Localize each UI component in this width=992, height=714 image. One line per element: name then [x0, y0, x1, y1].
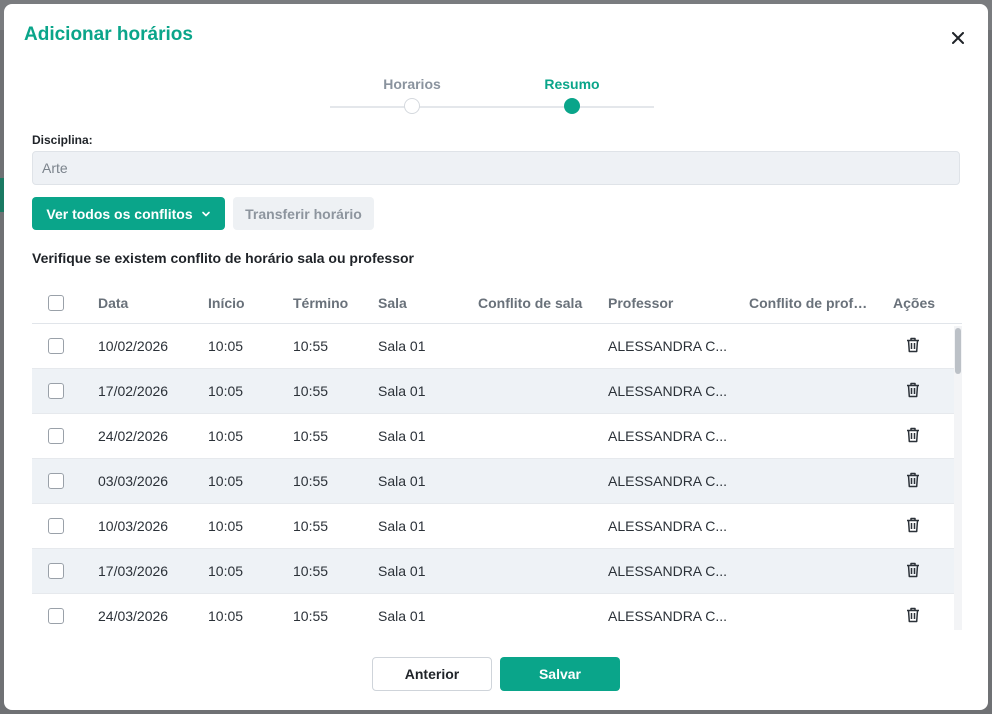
column-header-actions: Ações [893, 295, 936, 311]
column-header-date[interactable]: Data [98, 295, 129, 311]
cell-room: Sala 01 [378, 338, 426, 354]
cell-start: 10:05 [208, 563, 244, 579]
column-header-teacher[interactable]: Professor [608, 295, 674, 311]
cell-teacher: ALESSANDRA C... [608, 428, 728, 444]
stepper: Horarios Resumo [330, 76, 654, 116]
table-row: 24/02/2026 10:05 10:55 Sala 01 ALESSANDR… [32, 414, 956, 459]
discipline-label: Disciplina: [32, 133, 93, 147]
save-label: Salvar [538, 666, 582, 682]
cell-room: Sala 01 [378, 428, 426, 444]
cell-end: 10:55 [293, 563, 329, 579]
cell-date: 10/02/2026 [98, 338, 169, 354]
cell-end: 10:55 [293, 473, 329, 489]
select-all-checkbox[interactable] [48, 295, 64, 311]
table-body: 10/02/2026 10:05 10:55 Sala 01 ALESSANDR… [32, 324, 956, 630]
add-schedules-modal: Adicionar horários Horarios Resumo Disci… [4, 4, 988, 710]
previous-label: Anterior [404, 666, 460, 682]
row-checkbox[interactable] [48, 563, 64, 579]
cell-room: Sala 01 [378, 608, 426, 624]
cell-room: Sala 01 [378, 563, 426, 579]
conflict-check-heading: Verifique se existem conflito de horário… [32, 250, 414, 266]
table-row: 17/02/2026 10:05 10:55 Sala 01 ALESSANDR… [32, 369, 956, 414]
trash-icon[interactable] [906, 382, 920, 398]
cell-end: 10:55 [293, 428, 329, 444]
column-header-end[interactable]: Término [293, 295, 349, 311]
trash-icon[interactable] [906, 337, 920, 353]
discipline-field: Arte [32, 151, 960, 185]
cell-date: 24/03/2026 [98, 608, 169, 624]
cell-teacher: ALESSANDRA C... [608, 338, 728, 354]
transfer-schedule-button[interactable]: Transferir horário [233, 197, 374, 230]
cell-teacher: ALESSANDRA C... [608, 518, 728, 534]
table-row: 03/03/2026 10:05 10:55 Sala 01 ALESSANDR… [32, 459, 956, 504]
cell-room: Sala 01 [378, 473, 426, 489]
trash-icon[interactable] [906, 607, 920, 623]
step-label: Horarios [383, 76, 441, 92]
trash-icon[interactable] [906, 472, 920, 488]
step-indicator [564, 98, 580, 114]
cell-teacher: ALESSANDRA C... [608, 473, 728, 489]
column-header-teacher-conflict[interactable]: Conflito de prof… [749, 295, 868, 311]
trash-icon[interactable] [906, 517, 920, 533]
table-scrollbar[interactable] [954, 326, 962, 630]
column-header-room-conflict[interactable]: Conflito de sala [478, 295, 583, 311]
cell-end: 10:55 [293, 383, 329, 399]
cell-date: 17/02/2026 [98, 383, 169, 399]
modal-title: Adicionar horários [24, 24, 193, 45]
column-header-start[interactable]: Início [208, 295, 245, 311]
row-checkbox[interactable] [48, 338, 64, 354]
close-icon [952, 32, 964, 44]
table-scrollbar-thumb[interactable] [955, 328, 961, 374]
cell-start: 10:05 [208, 428, 244, 444]
cell-teacher: ALESSANDRA C... [608, 383, 728, 399]
cell-start: 10:05 [208, 473, 244, 489]
schedules-table: Data Início Término Sala Conflito de sal… [32, 282, 962, 630]
cell-date: 10/03/2026 [98, 518, 169, 534]
row-checkbox[interactable] [48, 383, 64, 399]
cell-teacher: ALESSANDRA C... [608, 563, 728, 579]
table-header: Data Início Término Sala Conflito de sal… [32, 282, 962, 324]
column-header-room[interactable]: Sala [378, 295, 407, 311]
cell-start: 10:05 [208, 338, 244, 354]
cell-start: 10:05 [208, 518, 244, 534]
cell-end: 10:55 [293, 608, 329, 624]
cell-date: 17/03/2026 [98, 563, 169, 579]
cell-date: 24/02/2026 [98, 428, 169, 444]
transfer-schedule-label: Transferir horário [245, 205, 362, 222]
step-label: Resumo [544, 76, 600, 92]
close-button[interactable] [948, 28, 968, 48]
row-checkbox[interactable] [48, 518, 64, 534]
cell-end: 10:55 [293, 338, 329, 354]
step-resumo[interactable]: Resumo [512, 76, 632, 114]
trash-icon[interactable] [906, 562, 920, 578]
chevron-down-icon [201, 211, 210, 216]
view-conflicts-label: Ver todos os conflitos [46, 205, 193, 222]
cell-room: Sala 01 [378, 518, 426, 534]
cell-teacher: ALESSANDRA C... [608, 608, 728, 624]
table-row: 17/03/2026 10:05 10:55 Sala 01 ALESSANDR… [32, 549, 956, 594]
table-row: 10/02/2026 10:05 10:55 Sala 01 ALESSANDR… [32, 324, 956, 369]
save-button[interactable]: Salvar [500, 657, 620, 691]
row-checkbox[interactable] [48, 473, 64, 489]
step-horarios[interactable]: Horarios [352, 76, 472, 114]
previous-button[interactable]: Anterior [372, 657, 492, 691]
row-checkbox[interactable] [48, 608, 64, 624]
cell-end: 10:55 [293, 518, 329, 534]
cell-date: 03/03/2026 [98, 473, 169, 489]
cell-room: Sala 01 [378, 383, 426, 399]
view-conflicts-button[interactable]: Ver todos os conflitos [32, 197, 225, 230]
step-indicator [404, 98, 420, 114]
cell-start: 10:05 [208, 383, 244, 399]
trash-icon[interactable] [906, 427, 920, 443]
backdrop-accent [0, 178, 4, 212]
row-checkbox[interactable] [48, 428, 64, 444]
cell-start: 10:05 [208, 608, 244, 624]
table-row: 10/03/2026 10:05 10:55 Sala 01 ALESSANDR… [32, 504, 956, 549]
table-row: 24/03/2026 10:05 10:55 Sala 01 ALESSANDR… [32, 594, 956, 630]
